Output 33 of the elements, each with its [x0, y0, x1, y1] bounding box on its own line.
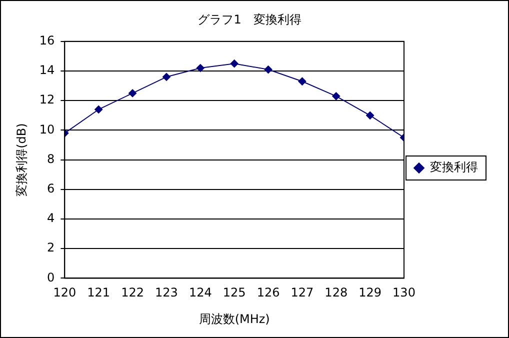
x-tick-label: 121 — [87, 286, 110, 300]
point — [332, 92, 340, 100]
legend-label: 変換利得 — [430, 160, 478, 174]
y-tick-label: 8 — [47, 152, 55, 166]
point — [128, 89, 137, 98]
x-axis-title: 周波数(MHz) — [198, 312, 270, 326]
y-axis-title: 変換利得(dB) — [14, 123, 28, 196]
x-tick-label: 128 — [324, 286, 348, 300]
x-tick-label: 122 — [121, 286, 144, 300]
x-tick-label: 126 — [256, 286, 280, 300]
x-tick-label: 125 — [222, 286, 246, 300]
y-tick-label: 4 — [47, 211, 55, 226]
point — [94, 105, 103, 114]
chart-title: グラフ1 変換利得 — [198, 12, 302, 26]
x-tick-label: 129 — [358, 286, 382, 300]
y-tick-label: 6 — [47, 182, 55, 196]
point — [264, 66, 272, 74]
x-tick-label: 123 — [155, 286, 178, 300]
y-tick-label: 14 — [39, 63, 55, 78]
x-tick-label: 120 — [53, 286, 76, 300]
x-tick-label: 127 — [290, 286, 314, 300]
x-tick-label: 130 — [392, 286, 416, 300]
y-tick-label: 10 — [39, 122, 55, 136]
point — [366, 111, 374, 120]
y-tick-label: 12 — [39, 92, 55, 107]
point — [196, 64, 204, 72]
point — [230, 60, 238, 68]
point — [162, 72, 170, 81]
x-tick-label: 124 — [188, 286, 212, 300]
y-tick-label: 16 — [39, 34, 55, 48]
point — [298, 77, 306, 86]
y-tick-label: 2 — [47, 240, 55, 255]
y-tick-label: 0 — [47, 270, 55, 284]
